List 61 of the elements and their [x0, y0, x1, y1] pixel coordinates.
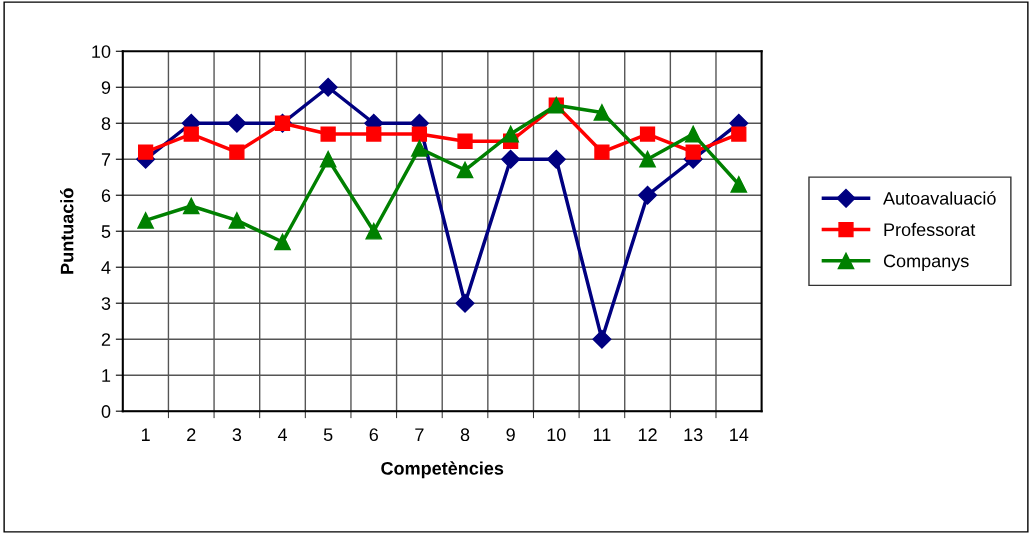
x-tick-label: 11 — [593, 428, 611, 441]
y-tick-label: 4 — [101, 261, 111, 274]
y-axis-title: Puntuació — [60, 188, 74, 274]
y-tick-label: 6 — [101, 189, 111, 202]
y-tick-label: 9 — [101, 81, 111, 94]
point — [455, 293, 475, 313]
x-tick-label: 2 — [187, 428, 196, 441]
point — [731, 126, 747, 142]
x-tick-label: 1 — [141, 428, 150, 441]
point — [501, 149, 521, 169]
y-tick-label: 8 — [101, 117, 111, 130]
point — [183, 126, 199, 142]
legend-label: Autoavaluació — [883, 191, 996, 205]
point — [182, 197, 200, 215]
x-tick-label: 6 — [369, 428, 378, 442]
y-tick-label: 7 — [101, 153, 111, 166]
x-tick-label: 5 — [323, 428, 333, 442]
y-tick-label: 3 — [101, 297, 111, 310]
point — [318, 77, 338, 97]
x-tick-label: 14 — [730, 428, 749, 441]
point — [319, 150, 337, 168]
point — [137, 212, 154, 229]
point — [685, 144, 701, 160]
point — [638, 185, 658, 205]
x-axis-title: Competències — [381, 461, 504, 479]
x-tick-label: 4 — [277, 428, 287, 441]
x-tick-label: 10 — [547, 428, 566, 442]
point — [411, 140, 428, 157]
point — [365, 222, 383, 240]
x-tick-label: 9 — [506, 428, 515, 442]
point — [592, 329, 612, 349]
point — [457, 133, 473, 149]
y-tick-label: 0 — [101, 405, 111, 418]
legend-label: Companys — [883, 254, 969, 271]
y-tick-label: 1 — [102, 369, 111, 382]
point — [639, 150, 656, 168]
point — [137, 144, 154, 160]
point — [546, 149, 566, 169]
point — [274, 233, 291, 251]
point — [366, 126, 382, 142]
legend-label: Professorat — [884, 222, 976, 237]
x-tick-label: 7 — [415, 428, 424, 441]
x-tick-label: 13 — [684, 428, 703, 442]
point — [229, 144, 245, 160]
point — [502, 125, 519, 143]
point — [320, 126, 336, 142]
x-tick-label: 12 — [638, 428, 657, 441]
x-tick-label: 8 — [460, 428, 470, 442]
y-tick-label: 2 — [101, 333, 111, 346]
point — [411, 126, 428, 142]
point — [730, 176, 748, 193]
x-tick-label: 3 — [232, 428, 242, 442]
point — [228, 212, 246, 229]
y-tick-label: 10 — [92, 45, 111, 58]
point — [639, 126, 656, 142]
point — [594, 144, 610, 160]
point — [456, 161, 474, 179]
y-tick-label: 5 — [101, 225, 111, 238]
point — [227, 113, 247, 133]
point — [593, 104, 611, 121]
point — [684, 125, 702, 143]
